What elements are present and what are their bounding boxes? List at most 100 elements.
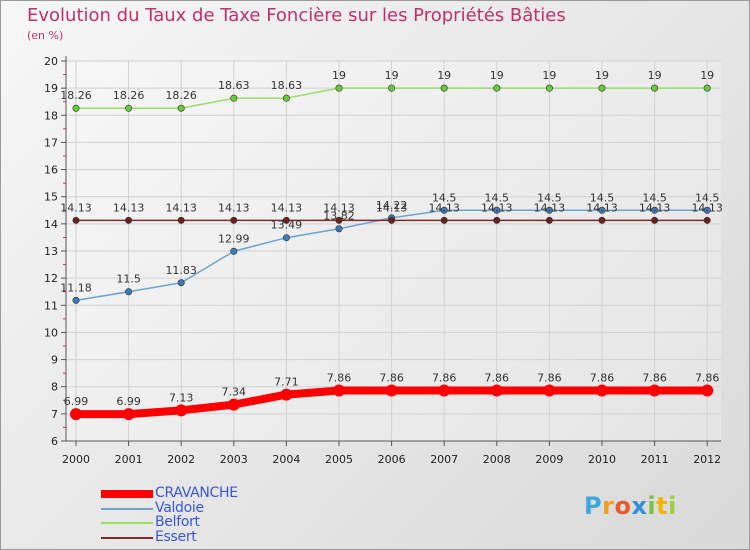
data-point-cravanche [701,384,714,397]
data-label-essert: 14.13 [271,201,303,214]
data-point-belfort [125,104,133,112]
data-label-valdoie: 14.5 [590,191,615,204]
data-label-valdoie: 13.82 [323,210,355,223]
data-label-cravanche: 7.86 [432,372,457,385]
data-label-cravanche: 7.86 [695,372,720,385]
data-point-cravanche [490,384,503,397]
data-point-essert [703,216,711,224]
data-label-essert: 14.13 [534,201,566,214]
data-label-cravanche: 7.86 [642,372,667,385]
data-label-essert: 14.13 [639,201,671,214]
data-point-essert [440,216,448,224]
data-label-essert: 14.13 [165,201,197,214]
x-tick-label: 2007 [430,453,458,466]
data-point-belfort [177,104,185,112]
data-point-cravanche [280,388,293,401]
data-point-cravanche [385,384,398,397]
data-label-valdoie: 14.5 [642,191,667,204]
y-tick-label: 12 [44,272,58,285]
legend-label: Essert [155,529,197,545]
y-tick-label: 10 [44,326,58,339]
data-point-cravanche [227,398,240,411]
data-point-cravanche [333,384,345,397]
data-label-valdoie: 14.22 [376,199,408,212]
data-point-essert [545,216,553,224]
data-point-cravanche [175,404,188,417]
data-point-belfort [493,84,501,92]
data-point-valdoie [125,288,133,296]
legend-item-belfort: Belfort [101,515,200,529]
data-point-belfort [440,84,448,92]
x-tick-label: 2000 [62,453,90,466]
data-label-cravanche: 6.99 [64,395,89,408]
x-tick-label: 2004 [272,453,300,466]
data-label-valdoie: 14.5 [537,191,562,204]
data-label-belfort: 18.26 [113,89,145,102]
data-label-cravanche: 7.86 [537,372,562,385]
y-tick-label: 18 [44,109,58,122]
data-label-belfort: 19 [595,69,609,82]
data-point-valdoie [335,225,343,233]
data-label-valdoie: 11.5 [116,273,141,286]
y-axis-unit: (en %) [27,29,64,42]
y-tick-label: 14 [44,218,58,231]
y-tick-label: 17 [44,136,58,149]
data-label-valdoie: 13.49 [271,219,303,232]
legend-swatch [101,521,153,524]
data-point-essert [282,216,290,224]
y-tick-label: 20 [44,55,58,68]
data-label-belfort: 19 [700,69,714,82]
data-label-belfort: 18.63 [218,79,250,92]
x-tick-label: 2009 [535,453,563,466]
data-point-cravanche [70,408,82,421]
data-point-essert [335,216,343,224]
data-point-valdoie [598,206,606,214]
data-point-valdoie [440,206,448,214]
data-point-valdoie [703,206,711,214]
data-label-essert: 14.13 [113,201,145,214]
data-point-cravanche [596,384,608,397]
x-tick-label: 2010 [588,453,616,466]
x-tick-label: 2006 [378,453,406,466]
x-tick-label: 2005 [325,453,353,466]
data-point-valdoie [493,206,501,214]
data-point-essert [230,216,238,224]
data-label-essert: 14.13 [691,201,723,214]
data-label-essert: 14.13 [428,201,460,214]
data-label-belfort: 19 [542,69,556,82]
legend-item-essert: Essert [101,529,197,545]
data-label-valdoie: 12.99 [218,232,250,245]
legend-label: Valdoie [155,500,204,516]
x-tick-label: 2011 [641,453,669,466]
data-point-belfort [388,84,396,92]
legend-item-cravanche: CRAVANCHE [101,486,238,500]
data-point-valdoie [282,234,290,242]
data-point-cravanche [648,384,661,397]
data-point-belfort [72,104,80,112]
data-label-cravanche: 7.86 [327,372,352,385]
data-point-belfort [703,84,711,92]
data-point-valdoie [651,206,659,214]
y-tick-label: 16 [44,164,58,177]
data-label-cravanche: 7.71 [274,376,299,389]
data-point-belfort [651,84,659,92]
data-label-belfort: 18.26 [165,89,197,102]
data-label-valdoie: 14.5 [432,191,457,204]
data-label-belfort: 19 [648,69,662,82]
y-tick-label: 9 [51,354,58,367]
data-label-belfort: 19 [332,69,346,82]
data-label-valdoie: 11.18 [60,281,92,294]
data-label-belfort: 19 [437,69,451,82]
data-label-belfort: 19 [385,69,399,82]
legend-swatch [101,507,153,510]
data-label-essert: 14.13 [218,201,250,214]
data-point-essert [72,216,80,224]
data-label-valdoie: 11.83 [165,264,197,277]
data-point-belfort [545,84,553,92]
data-point-essert [388,216,396,224]
data-label-cravanche: 6.99 [116,395,141,408]
proxiti-logo: Proxiti [584,492,677,520]
data-label-belfort: 18.26 [60,89,92,102]
x-tick-label: 2012 [693,453,721,466]
